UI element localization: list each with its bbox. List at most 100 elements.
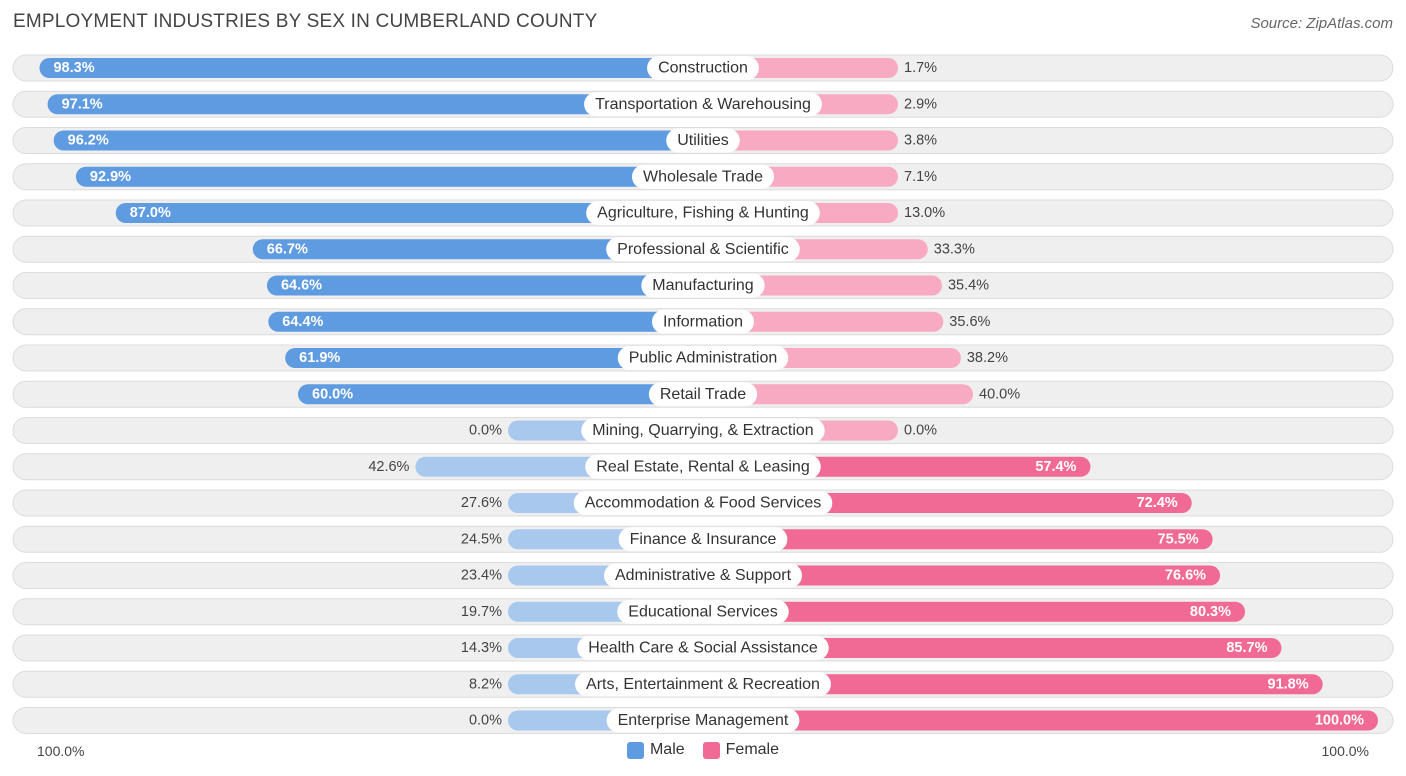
category-label: Manufacturing — [652, 277, 753, 294]
male-value-label: 92.9% — [90, 169, 131, 185]
category-label: Real Estate, Rental & Leasing — [596, 458, 809, 475]
category-pill — [651, 309, 755, 334]
category-pill — [631, 164, 775, 189]
category-pill — [618, 527, 788, 552]
category-pill — [603, 563, 803, 588]
category-label: Information — [663, 313, 743, 330]
category-pill — [617, 346, 789, 370]
category-label: Enterprise Management — [618, 712, 789, 729]
category-pill — [577, 636, 829, 660]
male-value-label: 66.7% — [267, 241, 308, 257]
male-value-label: 60.0% — [312, 386, 353, 402]
legend-male-label: Male — [649, 741, 685, 758]
chart-title: EMPLOYMENT INDUSTRIES BY SEX IN CUMBERLA… — [13, 11, 598, 32]
male-value-label: 42.6% — [368, 459, 409, 475]
category-label: Educational Services — [628, 603, 777, 620]
male-value-label: 61.9% — [299, 350, 340, 366]
female-value-label: 85.7% — [1226, 640, 1267, 656]
female-value-label: 76.6% — [1165, 568, 1206, 584]
category-label: Construction — [658, 60, 748, 77]
category-label: Agriculture, Fishing & Hunting — [597, 205, 809, 222]
bar-male[interactable] — [268, 311, 703, 332]
female-value-label: 40.0% — [979, 386, 1020, 402]
male-value-label: 96.2% — [68, 133, 109, 149]
male-value-label: 64.6% — [281, 278, 322, 294]
category-label: Accommodation & Food Services — [585, 495, 822, 512]
female-swatch — [702, 741, 720, 759]
category-label: Wholesale Trade — [643, 168, 763, 185]
category-label: Public Administration — [629, 350, 778, 367]
axis-right-label: 100.0% — [1321, 743, 1369, 759]
category-label: Retail Trade — [660, 386, 746, 403]
bar-female[interactable] — [703, 529, 1213, 550]
legend-male[interactable]: Male — [626, 741, 685, 759]
bar-female[interactable] — [703, 384, 973, 405]
legend: Male Female — [0, 741, 1406, 759]
category-label: Professional & Scientific — [617, 241, 789, 258]
category-pill — [648, 382, 758, 407]
legend-female-label: Female — [725, 741, 780, 758]
female-value-label: 72.4% — [1137, 495, 1178, 511]
male-value-label: 23.4% — [461, 568, 502, 584]
bar-female[interactable] — [703, 674, 1323, 695]
category-pill — [641, 273, 765, 298]
category-label: Administrative & Support — [615, 567, 792, 584]
bar-male[interactable] — [285, 348, 703, 368]
bar-female[interactable] — [703, 311, 944, 332]
bar-male[interactable] — [47, 94, 703, 115]
male-value-label: 14.3% — [461, 640, 502, 656]
bar-male[interactable] — [75, 166, 704, 187]
female-value-label: 35.4% — [948, 278, 989, 294]
male-value-label: 24.5% — [461, 531, 502, 547]
female-value-label: 91.8% — [1268, 676, 1309, 692]
bar-female[interactable] — [703, 601, 1246, 622]
category-pill — [666, 128, 740, 153]
category-label: Arts, Entertainment & Recreation — [586, 676, 820, 693]
source-label: Source: ZipAtlas.com — [1250, 15, 1393, 32]
male-value-label: 64.4% — [282, 314, 323, 330]
category-pill — [575, 672, 831, 697]
category-label: Transportation & Warehousing — [595, 96, 811, 113]
category-pill — [647, 56, 759, 80]
female-value-label: 1.7% — [904, 60, 937, 76]
category-pill — [573, 491, 833, 515]
bar-male[interactable] — [298, 384, 703, 405]
female-value-label: 57.4% — [1035, 459, 1076, 475]
female-value-label: 3.8% — [904, 133, 937, 149]
legend-female[interactable]: Female — [702, 741, 780, 759]
female-value-label: 100.0% — [1315, 713, 1364, 729]
category-label: Utilities — [677, 132, 729, 149]
bar-female[interactable] — [703, 710, 1378, 731]
bar-male[interactable] — [53, 130, 703, 151]
bar-male[interactable] — [252, 239, 703, 260]
female-value-label: 7.1% — [904, 169, 937, 185]
bar-male[interactable] — [266, 275, 703, 296]
male-value-label: 0.0% — [469, 713, 502, 729]
male-value-label: 19.7% — [461, 604, 502, 620]
male-value-label: 0.0% — [469, 423, 502, 439]
male-value-label: 8.2% — [469, 676, 502, 692]
bar-male[interactable] — [115, 203, 703, 223]
female-value-label: 80.3% — [1190, 604, 1231, 620]
category-label: Finance & Insurance — [630, 531, 777, 548]
female-value-label: 13.0% — [904, 205, 945, 221]
bar-male[interactable] — [39, 58, 704, 78]
bar-female[interactable] — [703, 565, 1221, 586]
category-pill — [606, 237, 800, 262]
male-value-label: 97.1% — [62, 96, 103, 112]
category-pill — [617, 599, 789, 624]
bar-female[interactable] — [703, 130, 898, 151]
male-value-label: 27.6% — [461, 495, 502, 511]
female-value-label: 38.2% — [967, 350, 1008, 366]
female-value-label: 0.0% — [904, 423, 937, 439]
axis-left-label: 100.0% — [37, 743, 85, 759]
category-pill — [606, 708, 800, 733]
male-value-label: 87.0% — [130, 205, 171, 221]
female-value-label: 33.3% — [934, 241, 975, 257]
bar-female[interactable] — [703, 638, 1282, 658]
category-label: Health Care & Social Assistance — [588, 640, 818, 657]
category-pill — [584, 92, 822, 117]
female-value-label: 2.9% — [904, 96, 937, 112]
male-swatch — [626, 741, 644, 759]
female-value-label: 35.6% — [949, 314, 990, 330]
